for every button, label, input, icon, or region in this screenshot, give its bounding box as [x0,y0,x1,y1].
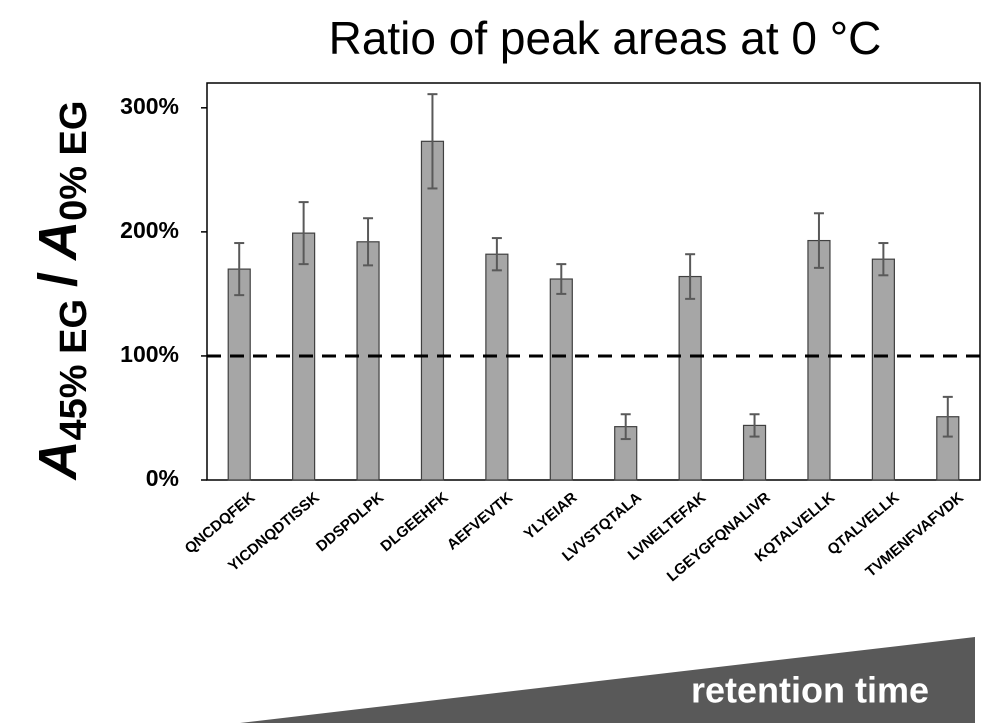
error-bar [749,413,760,438]
plot-frame [206,82,981,481]
error-bar [556,263,567,295]
error-bar [685,253,696,300]
y-axis-label: A45% EG/A0% EG [28,101,95,482]
bar [420,140,445,481]
chart-title: Ratio of peak areas at 0 °C [329,12,882,64]
error-bar [942,395,953,438]
y-label-symbol: A [28,440,88,481]
error-bar [620,413,631,441]
bar [549,278,573,481]
x-tick-label: AEFVEVTK [444,489,516,554]
y-tick-label: 0% [146,465,179,491]
error-bar [878,242,889,277]
x-tick-label: YLYEIAR [521,489,581,543]
y-label-symbol: A [28,221,88,262]
bar [356,241,380,481]
bar [227,268,251,481]
retention-wedge [240,637,975,723]
y-label-subscript: 45% EG [53,299,95,441]
error-bar [813,212,824,269]
bar [807,239,831,481]
x-tick-label: DLGEEHFK [377,489,451,555]
error-bar [234,242,245,297]
error-bar [491,237,502,272]
y-label-subscript: 0% EG [53,101,95,221]
y-tick-label: 300% [120,93,179,119]
error-bar [363,217,374,267]
annotation: retention time [691,670,929,711]
y-label-separator: / [28,272,88,287]
x-tick-label: DDSPDLPK [313,489,387,555]
bar [871,258,895,481]
error-bar [427,93,438,190]
y-tick-label: 100% [120,341,179,367]
error-bar [298,201,309,266]
y-tick-label: 200% [120,217,179,243]
bar [485,253,509,481]
bar [678,275,702,481]
